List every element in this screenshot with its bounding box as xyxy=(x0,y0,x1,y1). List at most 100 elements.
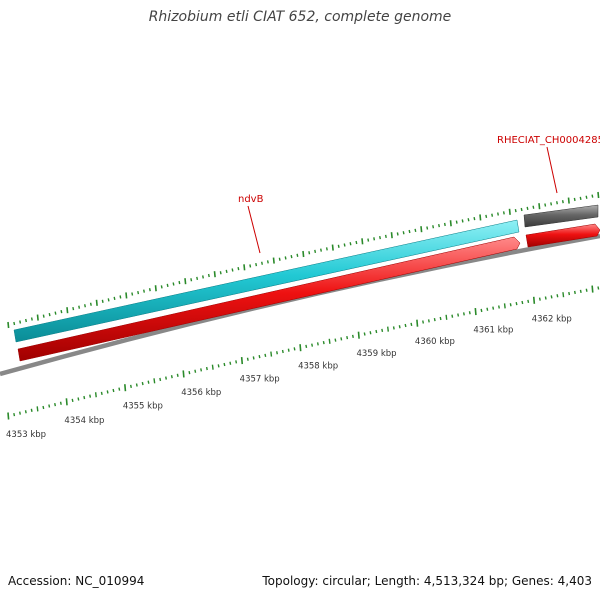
outer-minor-tick xyxy=(266,260,269,264)
outer-minor-tick xyxy=(402,231,405,235)
outer-minor-tick xyxy=(30,317,33,321)
outer-minor-tick xyxy=(497,212,499,216)
kbp-label: 4353 kbp xyxy=(6,430,46,440)
kbp-minor-tick xyxy=(48,404,51,408)
kbp-minor-tick xyxy=(369,331,372,335)
outer-minor-tick xyxy=(113,296,116,301)
kbp-label: 4357 kbp xyxy=(240,375,280,385)
kbp-minor-tick xyxy=(217,364,220,368)
kbp-minor-tick xyxy=(381,328,384,332)
kbp-minor-tick xyxy=(42,405,45,410)
outer-minor-tick xyxy=(131,292,134,296)
kbp-minor-tick xyxy=(538,297,541,301)
outer-major-tick xyxy=(125,292,128,299)
kbp-minor-tick xyxy=(200,368,203,372)
kbp-minor-tick xyxy=(410,322,413,326)
kbp-minor-tick xyxy=(54,402,57,407)
outer-minor-tick xyxy=(190,278,193,282)
kbp-minor-tick xyxy=(427,319,430,323)
kbp-minor-tick xyxy=(106,390,109,394)
kbp-minor-tick xyxy=(176,373,179,377)
outer-minor-tick xyxy=(561,200,564,204)
outer-minor-tick xyxy=(591,194,594,198)
outer-major-tick xyxy=(184,278,187,285)
outer-minor-tick xyxy=(467,218,470,222)
outer-minor-tick xyxy=(544,203,547,207)
outer-major-tick xyxy=(420,226,423,233)
kbp-minor-tick xyxy=(568,291,571,296)
outer-major-tick xyxy=(567,197,570,204)
outer-minor-tick xyxy=(573,197,576,202)
kbp-minor-tick xyxy=(422,320,425,324)
kbp-minor-tick xyxy=(492,306,495,310)
outer-minor-tick xyxy=(54,311,57,315)
outer-minor-tick xyxy=(343,243,346,247)
kbp-minor-tick xyxy=(316,342,319,346)
outer-minor-tick xyxy=(314,249,317,254)
outer-minor-tick xyxy=(196,276,199,280)
outer-minor-tick xyxy=(172,282,175,286)
kbp-scale: 4353 kbp 4354 kbp 4355 kbp 4356 kbp 4357 kbp… xyxy=(6,314,572,440)
kbp-major-tick xyxy=(532,296,536,304)
outer-minor-tick xyxy=(526,206,529,211)
feature-rheciat-cds[interactable] xyxy=(525,223,600,248)
outer-minor-tick xyxy=(148,288,151,292)
outer-minor-tick xyxy=(532,205,535,209)
outer-minor-tick xyxy=(349,242,352,246)
outer-minor-tick xyxy=(225,269,228,274)
kbp-minor-tick xyxy=(13,412,16,417)
kbp-minor-tick xyxy=(351,334,354,339)
kbp-minor-tick xyxy=(387,326,389,332)
feature-ndvB-gene[interactable] xyxy=(13,219,520,343)
outer-minor-tick xyxy=(284,256,287,260)
outer-major-tick xyxy=(272,257,275,264)
ndvB-label[interactable]: ndvB xyxy=(238,194,264,205)
outer-minor-tick xyxy=(396,232,399,236)
outer-minor-tick xyxy=(585,195,588,199)
ndvB-leader-line xyxy=(247,205,261,254)
kbp-minor-tick xyxy=(264,353,267,357)
kbp-minor-tick xyxy=(36,406,39,412)
kbp-minor-tick xyxy=(153,378,156,384)
kbp-minor-tick xyxy=(480,308,483,313)
outer-minor-tick xyxy=(25,318,27,323)
kbp-minor-tick xyxy=(305,344,308,349)
kbp-minor-tick xyxy=(170,375,173,379)
kbp-minor-tick xyxy=(223,362,226,367)
outer-minor-tick xyxy=(408,229,411,234)
kbp-minor-tick xyxy=(258,355,261,359)
outer-minor-tick xyxy=(290,254,293,259)
outer-minor-tick xyxy=(13,321,16,326)
outer-major-tick xyxy=(7,321,10,329)
kbp-minor-tick xyxy=(468,311,471,315)
kbp-minor-tick xyxy=(311,343,314,347)
outer-major-tick xyxy=(449,220,452,227)
outer-minor-tick xyxy=(384,234,387,239)
rheciat-leader-line xyxy=(546,146,558,194)
kbp-minor-tick xyxy=(30,408,33,412)
kbp-minor-tick xyxy=(129,384,132,388)
outer-minor-tick xyxy=(432,225,435,229)
kbp-label: 4361 kbp xyxy=(473,326,513,336)
kbp-minor-tick xyxy=(71,398,74,403)
rheciat-label[interactable]: RHECIAT_CH0004285 xyxy=(497,135,600,146)
outer-minor-tick xyxy=(178,280,181,285)
feature-rheciat-gene[interactable] xyxy=(523,204,599,228)
outer-minor-tick xyxy=(461,219,464,223)
kbp-minor-tick xyxy=(503,303,506,309)
feature-ndvB-cds[interactable] xyxy=(17,236,521,362)
kbp-minor-tick xyxy=(270,351,273,357)
kbp-minor-tick xyxy=(398,325,401,329)
outer-minor-tick xyxy=(426,226,429,230)
kbp-minor-tick xyxy=(392,326,395,330)
kbp-minor-tick xyxy=(340,337,343,341)
kbp-minor-tick xyxy=(100,391,103,395)
kbp-major-tick xyxy=(474,308,477,316)
kbp-minor-tick xyxy=(281,349,284,354)
kbp-minor-tick xyxy=(439,316,442,321)
kbp-minor-tick xyxy=(562,292,565,298)
kbp-major-tick xyxy=(240,357,244,365)
outer-major-tick xyxy=(597,191,600,199)
kbp-minor-tick xyxy=(334,338,337,342)
outer-major-tick xyxy=(243,264,246,271)
